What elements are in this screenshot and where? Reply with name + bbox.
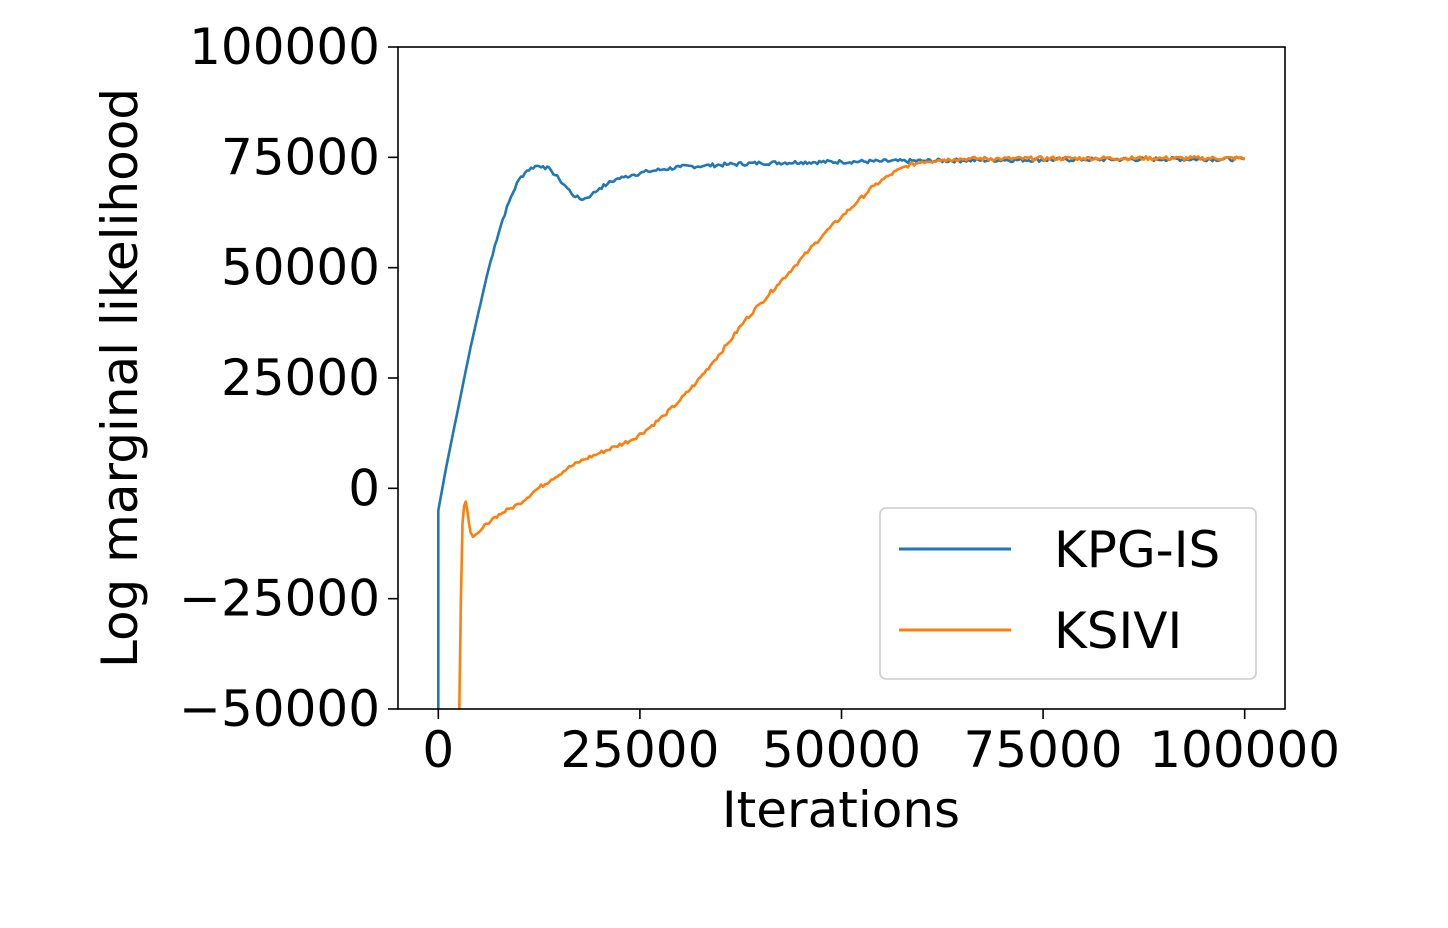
y-tick-label: 75000 [221,128,380,186]
y-tick-label: 0 [348,459,380,517]
legend-box [879,507,1257,680]
x-tick-label: 0 [422,721,454,779]
y-tick-label: 25000 [221,349,380,407]
y-axis-label: Log marginal likelihood [91,88,149,668]
x-axis: 0 25000 50000 75000 100000 [422,709,1340,779]
y-tick-label: 100000 [189,18,380,76]
x-tick-label: 25000 [560,721,719,779]
x-tick-label: 100000 [1149,721,1340,779]
x-tick-label: 50000 [762,721,921,779]
y-tick-label: −25000 [179,570,380,628]
x-tick-label: 75000 [964,721,1123,779]
legend-label-kpg-is: KPG-IS [1054,521,1220,579]
x-axis-label: Iterations [722,781,960,839]
legend: KPG-IS KSIVI [879,507,1257,680]
series-line-kpg-is [437,155,1245,709]
series-line-ksivi [458,155,1245,709]
y-tick-label: −50000 [179,680,380,738]
legend-label-ksivi: KSIVI [1054,602,1182,660]
y-tick-label: 50000 [221,239,380,297]
series-layer [437,155,1245,709]
y-axis: −50000 −25000 0 25000 50000 75000 100000 [179,18,398,738]
